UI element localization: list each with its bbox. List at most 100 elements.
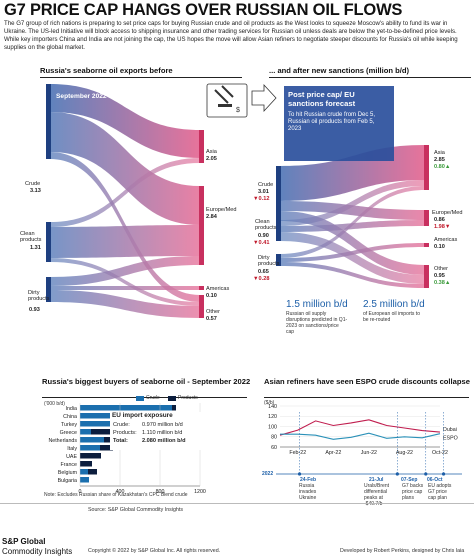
before-europe-value: 2.84 (206, 214, 217, 220)
after-dirty-value: 0.65 (258, 269, 269, 275)
after-europe-label: Europe/Med (432, 210, 463, 216)
stat1-value: 1.5 million b/d (286, 299, 348, 310)
line-y-tick-label: 100 (268, 424, 277, 430)
event2-date: 21-Jul (369, 477, 384, 483)
flow-clean-europe (50, 225, 200, 258)
bar-before-dirty (46, 277, 51, 302)
bar-category-label: India (66, 406, 78, 412)
bar-crude (80, 469, 88, 475)
line-series-espo (280, 432, 441, 440)
after-asia-label: Asia (434, 150, 445, 156)
intro-text: The G7 group of rich nations is preparin… (4, 20, 458, 52)
before-asia-value: 2.05 (206, 156, 217, 162)
before-period-label: September 2022 (56, 93, 107, 100)
svg-text:$: $ (236, 107, 240, 114)
legend-products-label: Products (178, 395, 198, 401)
before-clean-value: 1.31 (30, 245, 41, 251)
flow-crude-asia (50, 84, 200, 158)
before-clean-label: Clean products (20, 231, 42, 244)
event1-text: Russia invades Ukraine (299, 483, 317, 501)
line-y-tick-label: 80 (271, 435, 277, 441)
stat2-text: of European oil imports to be re-routed (363, 311, 420, 323)
event-dot (424, 472, 428, 476)
stat2-value: 2.5 million b/d (363, 299, 425, 310)
bar-crude (80, 445, 100, 451)
after-crude-label: Crude (258, 182, 274, 188)
eu-exposure-title: EU import exposure (112, 412, 173, 419)
flow-dirty-europe (50, 256, 200, 286)
espo-rule (264, 397, 469, 398)
event4-text: EU adopts G7 price cap plan (428, 483, 452, 501)
before-crude-value: 3.13 (30, 188, 41, 194)
logo-line2: Commodity Insights (2, 547, 73, 556)
flow-after-clean-europe (280, 220, 425, 232)
bar-before-europe (199, 186, 204, 265)
bar-category-label: Bulgaria (58, 478, 77, 484)
bar-crude (80, 421, 113, 427)
after-americas-label: Americas (434, 237, 458, 243)
bar-crude (80, 477, 89, 483)
espo-unit: ($/b) (264, 400, 275, 406)
event3-text: G7 backs price cap plans (402, 483, 424, 501)
after-clean-label: Clean products (255, 219, 277, 232)
bar-x-tick-label: 0 (79, 489, 82, 495)
bar-crude (80, 405, 172, 411)
bar-products (100, 445, 113, 451)
after-dirty-label: Dirty products (258, 255, 280, 268)
buyers-rule (42, 397, 247, 398)
eu-total-value: 2.080 million b/d (142, 438, 186, 444)
eu-exposure-box (110, 412, 206, 450)
bar-before-crude (46, 84, 51, 159)
legend-crude-swatch (136, 396, 144, 401)
buyers-unit: ('000 b/d) (44, 401, 65, 407)
line-y-tick-label: 60 (271, 445, 277, 451)
flow-after-crude-europe (280, 201, 425, 220)
after-other-label: Other (434, 266, 448, 272)
bar-after-other (424, 265, 429, 288)
event-dot (441, 472, 446, 476)
after-callout-box (284, 86, 394, 161)
after-asia-change: 0.80▲ (434, 164, 451, 170)
before-americas-label: Americas (206, 286, 230, 292)
logo-line1: S&P Global (2, 537, 46, 546)
bar-before-americas (199, 286, 204, 290)
after-americas-value: 0.10 (434, 244, 445, 250)
after-callout-text: To hit Russian crude from Dec 5, Russian… (288, 112, 376, 133)
flow-after-clean-asia (280, 180, 425, 226)
line-series-label: ESPO (443, 436, 458, 442)
sankey-heading-right: ... and after new sanctions (million b/d… (269, 66, 410, 75)
bar-category-label: UAE (66, 454, 77, 460)
bar-crude (80, 429, 91, 435)
line-x-tick-label: Feb-22 (289, 450, 306, 456)
event2-text: Urals/Brent differential peaks at -$40.7… (364, 483, 390, 507)
flow-after-dirty-other (280, 262, 425, 288)
bar-before-clean (46, 222, 51, 262)
arrow-shape (251, 83, 277, 113)
bar-category-label: Turkey (61, 422, 77, 428)
line-x-tick-label: Aug-22 (396, 450, 413, 456)
bar-products (88, 469, 97, 475)
line-y-tick-label: 140 (268, 404, 277, 410)
before-europe-label: Europe/Med (206, 207, 237, 213)
bar-products (80, 453, 101, 459)
bar-after-dirty (276, 254, 281, 266)
after-crude-value: 3.01 (258, 189, 269, 195)
bar-after-americas (424, 243, 429, 247)
line-y-tick-label: 120 (268, 414, 277, 420)
sankey-flows-after (280, 145, 425, 288)
footer-credit: Developed by Robert Perkins, designed by… (340, 548, 465, 554)
before-other-value: 0.57 (206, 316, 217, 322)
sankey-rule-right (269, 77, 471, 78)
flow-after-dirty-americas (280, 243, 425, 262)
bar-x-tick-label: 1200 (194, 489, 206, 495)
espo-heading: Asian refiners have seen ESPO crude disc… (264, 377, 470, 386)
page-title: G7 PRICE CAP HANGS OVER RUSSIAN OIL FLOW… (4, 1, 403, 19)
flow-clean-other (50, 258, 200, 306)
sankey-heading-left: Russia's seaborne oil exports before (40, 66, 173, 75)
after-other-value: 0.95 (434, 273, 445, 279)
after-europe-change: 1.98▼ (434, 224, 451, 230)
sankey-rule-left (40, 77, 242, 78)
flow-crude-europe (50, 112, 200, 225)
before-other-label: Other (206, 309, 220, 315)
bar-x-tick-label: 800 (156, 489, 165, 495)
